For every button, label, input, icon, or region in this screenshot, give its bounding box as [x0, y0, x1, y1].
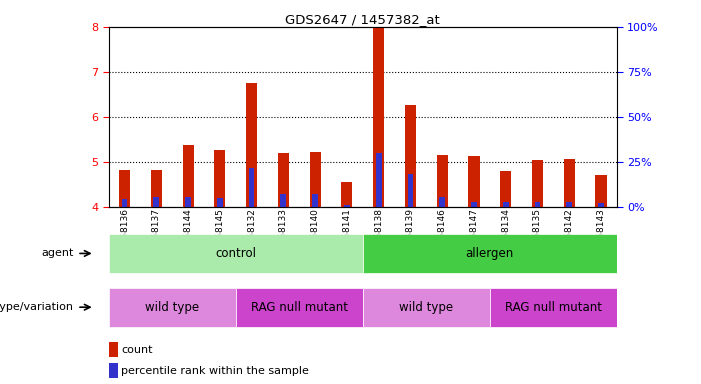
Bar — [109, 234, 363, 273]
Bar — [217, 198, 223, 207]
Bar — [151, 170, 162, 207]
Text: GSM158132: GSM158132 — [247, 208, 256, 263]
Text: count: count — [121, 345, 153, 355]
Bar — [437, 155, 448, 207]
Bar — [278, 153, 289, 207]
Bar — [154, 197, 159, 207]
Text: GSM158146: GSM158146 — [437, 208, 447, 263]
Text: GSM158142: GSM158142 — [565, 208, 573, 263]
Bar — [440, 197, 445, 207]
Bar — [109, 363, 118, 378]
Bar — [535, 202, 540, 207]
Bar — [564, 159, 575, 207]
Bar — [468, 156, 479, 207]
Bar — [236, 288, 363, 327]
Text: GSM158147: GSM158147 — [470, 208, 479, 263]
Bar — [407, 174, 414, 207]
Bar — [566, 202, 572, 207]
Bar — [344, 205, 350, 207]
Text: GSM158140: GSM158140 — [311, 208, 320, 263]
Bar — [215, 150, 226, 207]
Bar — [119, 170, 130, 207]
Bar — [363, 234, 617, 273]
Text: percentile rank within the sample: percentile rank within the sample — [121, 366, 309, 376]
Bar — [490, 288, 617, 327]
Bar — [503, 202, 508, 207]
Bar — [595, 175, 606, 207]
Bar — [500, 171, 511, 207]
Bar — [376, 153, 381, 207]
Bar — [109, 288, 236, 327]
Title: GDS2647 / 1457382_at: GDS2647 / 1457382_at — [285, 13, 440, 26]
Text: GSM158143: GSM158143 — [597, 208, 606, 263]
Bar — [109, 342, 118, 357]
Bar — [185, 197, 191, 207]
Bar — [341, 182, 353, 207]
Text: GSM158145: GSM158145 — [215, 208, 224, 263]
Bar — [310, 152, 320, 207]
Bar — [246, 83, 257, 207]
Text: GSM158135: GSM158135 — [533, 208, 542, 263]
Bar — [363, 288, 490, 327]
Bar — [532, 160, 543, 207]
Text: RAG null mutant: RAG null mutant — [505, 301, 602, 314]
Text: GSM158138: GSM158138 — [374, 208, 383, 263]
Text: control: control — [215, 247, 256, 260]
Bar — [471, 202, 477, 207]
Bar — [249, 168, 254, 207]
Text: GSM158139: GSM158139 — [406, 208, 415, 263]
Text: RAG null mutant: RAG null mutant — [251, 301, 348, 314]
Bar — [182, 145, 193, 207]
Bar — [122, 199, 128, 207]
Text: GSM158141: GSM158141 — [342, 208, 351, 263]
Text: allergen: allergen — [465, 247, 514, 260]
Bar — [373, 27, 384, 207]
Text: genotype/variation: genotype/variation — [0, 302, 74, 312]
Text: agent: agent — [41, 248, 74, 258]
Text: GSM158134: GSM158134 — [501, 208, 510, 263]
Text: GSM158144: GSM158144 — [184, 208, 193, 263]
Text: GSM158137: GSM158137 — [152, 208, 161, 263]
Bar — [405, 105, 416, 207]
Text: GSM158136: GSM158136 — [120, 208, 129, 263]
Bar — [280, 194, 286, 207]
Text: wild type: wild type — [400, 301, 454, 314]
Text: GSM158133: GSM158133 — [279, 208, 288, 263]
Bar — [312, 194, 318, 207]
Bar — [598, 203, 604, 207]
Text: wild type: wild type — [145, 301, 199, 314]
